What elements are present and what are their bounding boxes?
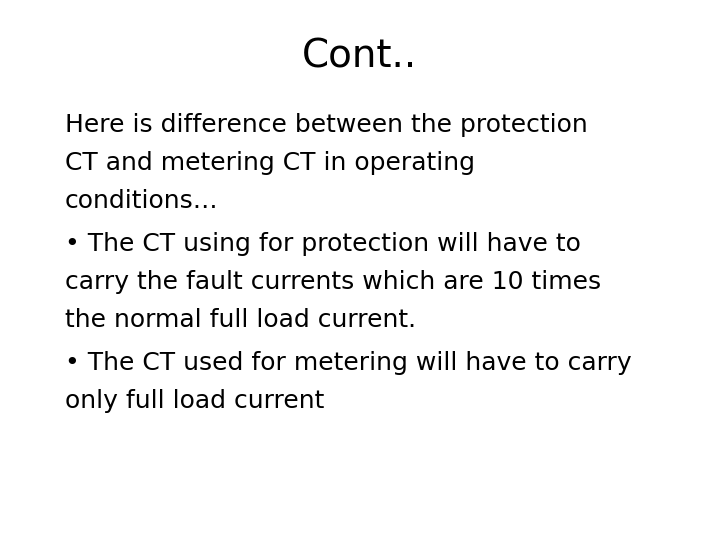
- Text: • The CT used for metering will have to carry: • The CT used for metering will have to …: [65, 351, 631, 375]
- Text: Cont..: Cont..: [302, 38, 418, 76]
- Text: the normal full load current.: the normal full load current.: [65, 308, 416, 332]
- Text: • The CT using for protection will have to: • The CT using for protection will have …: [65, 232, 580, 256]
- Text: Here is difference between the protection: Here is difference between the protectio…: [65, 113, 588, 137]
- Text: only full load current: only full load current: [65, 389, 324, 413]
- Text: CT and metering CT in operating: CT and metering CT in operating: [65, 151, 474, 175]
- Text: carry the fault currents which are 10 times: carry the fault currents which are 10 ti…: [65, 270, 601, 294]
- Text: conditions…: conditions…: [65, 189, 218, 213]
